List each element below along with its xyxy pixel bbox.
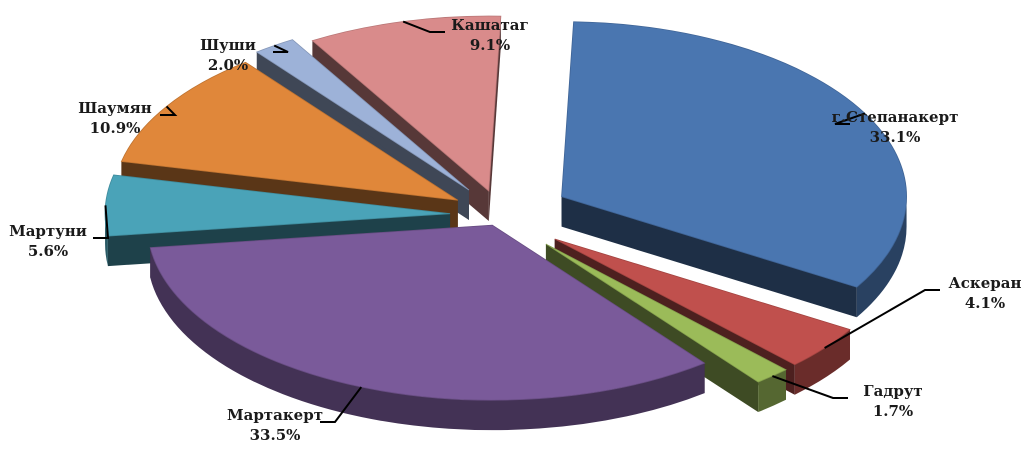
slice-value-label-0: 33.1% xyxy=(870,128,921,146)
leader-line-0 xyxy=(834,112,866,125)
slice-value-label-3: 33.5% xyxy=(250,426,301,444)
leader-line-2 xyxy=(772,375,848,399)
slice-1-outer-wall-0 xyxy=(794,329,850,395)
slice-name-label-4: Мартуни xyxy=(9,222,87,240)
slice-name-label-2: Гадрут xyxy=(863,382,922,400)
leader-lines xyxy=(93,20,940,423)
leader-line-3 xyxy=(320,386,363,423)
slice-value-label-2: 1.7% xyxy=(873,402,913,420)
slice-value-label-6: 2.0% xyxy=(208,56,248,74)
slice-value-label-1: 4.1% xyxy=(965,294,1005,312)
slice-0-outer-wall-0 xyxy=(856,196,907,318)
slice-name-label-3: Мартакерт xyxy=(227,406,323,424)
leader-line-5 xyxy=(160,105,178,116)
slice-value-label-4: 5.6% xyxy=(28,242,68,260)
slice-value-label-7: 9.1% xyxy=(470,36,510,54)
slice-7-wall-1 xyxy=(488,16,501,222)
leader-line-7 xyxy=(402,20,445,33)
slice-0-top xyxy=(561,21,907,288)
slice-labels: г.Степанакерт 33.1% Аскеран 4.1% Гадрут 1.7% М… xyxy=(9,16,1021,444)
slice-0-wall-1 xyxy=(561,196,857,318)
slice-5-top xyxy=(120,61,459,201)
slice-tops xyxy=(104,15,907,401)
slice-name-label-7: Кашатаг xyxy=(451,16,528,34)
slice-2-wall-1 xyxy=(545,244,759,413)
slice-2-outer-wall-0 xyxy=(758,369,786,413)
slice-name-label-0: г.Степанакерт xyxy=(832,108,959,126)
leader-line-4 xyxy=(93,205,110,239)
slice-value-label-5: 10.9% xyxy=(90,119,141,137)
slice-name-label-6: Шуши xyxy=(200,36,256,54)
slice-3-outer-wall-0 xyxy=(150,247,705,431)
leader-line-1 xyxy=(824,289,940,349)
slice-name-label-5: Шаумян xyxy=(78,99,151,117)
leader-line-6 xyxy=(273,44,289,53)
slice-3-top xyxy=(149,224,706,401)
slice-name-label-1: Аскеран xyxy=(949,274,1022,292)
